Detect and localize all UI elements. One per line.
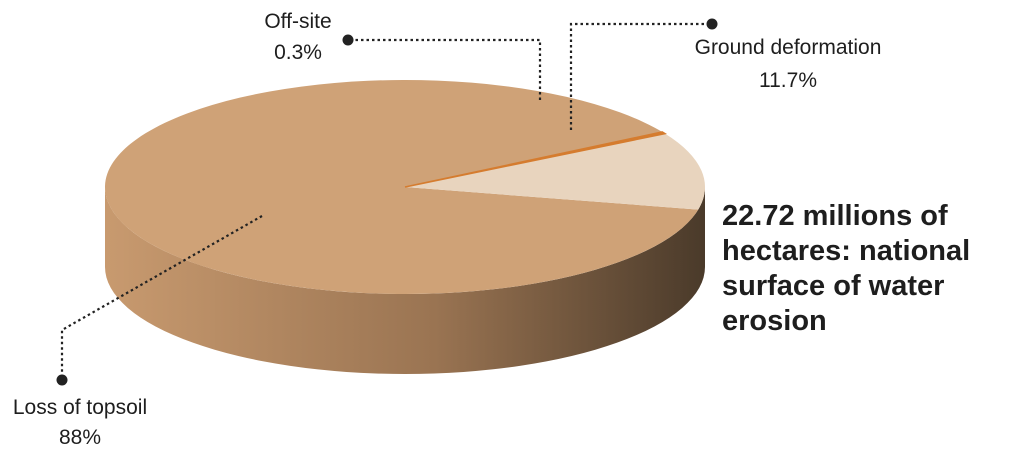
pie-slice-loss-of-topsoil [104,79,699,294]
annotation-line-4: erosion [722,305,827,337]
leader-line-off-site [348,38,542,100]
pie-slices [104,79,705,294]
leader-dots [56,18,718,386]
pie-slice-ground-deformation [405,133,705,210]
annotation-line-1: 22.72 millions of [722,200,948,232]
value-label-off-site: 0.3% [274,41,322,64]
label-off-site: Off-site [264,10,331,33]
value-label-ground-deformation: 11.7% [759,69,817,92]
pie-slice-off-site [404,131,668,188]
leader-dot-loss-of-topsoil [56,374,68,386]
label-loss-of-topsoil: Loss of topsoil [13,396,147,419]
annotation-line-2: hectares: national [722,235,970,267]
pie-side-wall [105,187,705,374]
leader-lines [60,22,712,380]
annotation-line-3: surface of water [722,270,944,302]
leader-dot-ground-deformation [706,18,718,30]
leader-line-ground-deformation [569,22,712,130]
value-label-loss-of-topsoil: 88% [59,426,101,449]
label-ground-deformation: Ground deformation [695,36,882,59]
leader-dot-off-site [342,34,354,46]
total-annotation: 22.72 millions of hectares: national sur… [722,200,970,337]
